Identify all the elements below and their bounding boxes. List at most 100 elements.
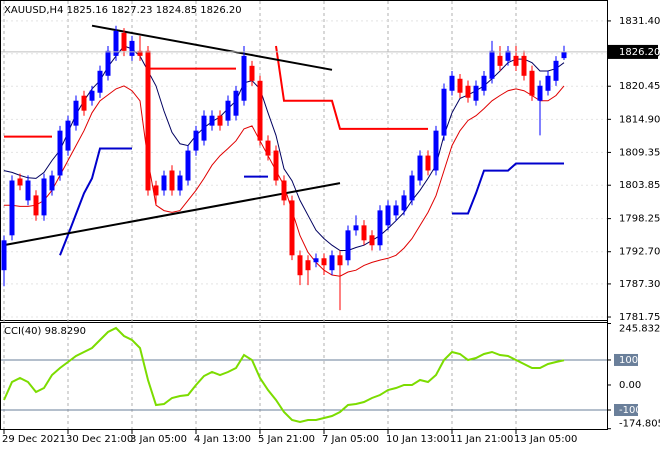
y-tick-label: 1787.30 [619, 279, 660, 290]
high-label: 1827.23 [111, 5, 152, 16]
candle-body [97, 70, 103, 93]
candle-body [369, 235, 375, 246]
candle-body [537, 85, 543, 101]
candle-body [433, 130, 439, 171]
candle-body [409, 175, 415, 201]
y-tick-label: 1831.40 [619, 16, 660, 27]
header: XAUUSD,H4 1825.16 1827.23 1824.85 1826.2… [4, 5, 242, 16]
candle-body [1, 240, 7, 271]
candle-body [57, 130, 63, 176]
y-tick-label: 1814.90 [619, 114, 660, 125]
y-tick-label: 100 [619, 355, 638, 366]
candle-body [505, 50, 511, 61]
candle-body [249, 65, 255, 81]
candle-body [113, 30, 119, 56]
candle-body [33, 195, 39, 216]
candle-body [9, 180, 15, 236]
overlay-line [4, 45, 428, 138]
candle-body [169, 170, 175, 191]
candle-body [329, 255, 335, 271]
x-tick-label: 5 Jan 21:00 [258, 434, 315, 445]
candle-body [265, 140, 271, 156]
candle-body [241, 55, 247, 101]
candle-body [289, 200, 295, 256]
candle-body [177, 175, 183, 191]
candle-body [41, 178, 47, 216]
candle-body [321, 258, 327, 266]
cci-header: CCI(40) 98.8290 [4, 326, 86, 337]
level-tag [614, 403, 638, 416]
price-tag [608, 44, 658, 59]
x-tick-label: 10 Jan 13:00 [386, 434, 449, 445]
candle-body [233, 90, 239, 116]
level-tag [614, 353, 638, 366]
candle-body [89, 90, 95, 101]
candle-body [209, 115, 215, 126]
candle-body [185, 150, 191, 181]
x-tick-label: 30 Dec 21:00 [66, 434, 133, 445]
candle-body [417, 155, 423, 181]
x-tick-label: 3 Jan 05:00 [130, 434, 187, 445]
y-tick-label: 1792.70 [619, 247, 660, 258]
overlay-line [59, 147, 564, 256]
candle-body [129, 40, 135, 56]
y-tick-label: 1820.45 [619, 81, 660, 92]
candle-body [281, 180, 287, 201]
y-tick-label: 1803.85 [619, 180, 660, 191]
candle-body [521, 55, 527, 76]
candle-body [497, 55, 503, 66]
cci-value: 98.8290 [45, 326, 86, 337]
candle-body [257, 80, 263, 141]
candle-body [137, 50, 143, 56]
candle-body [489, 50, 495, 79]
candle-body [201, 115, 207, 141]
y-tick-label: 1809.35 [619, 147, 660, 158]
candle-body [313, 258, 319, 263]
candle-body [449, 75, 455, 91]
y-tick-label: 245.8329 [619, 324, 660, 335]
candle-body [121, 32, 127, 51]
candle-body [545, 75, 551, 91]
candle-body [273, 150, 279, 181]
candle-body [17, 178, 23, 186]
candle-body [513, 55, 519, 66]
candle-body [297, 255, 303, 276]
candle-body [193, 130, 199, 151]
candle-body [465, 85, 471, 98]
candle-body [345, 230, 351, 261]
symbol: XAUUSD,H4 [4, 5, 63, 16]
y-tick-label: 0.00 [619, 380, 641, 391]
candle-body [425, 155, 431, 171]
candle-body [49, 175, 55, 191]
candle-body [385, 205, 391, 226]
candle-body [105, 50, 111, 76]
candle-body [457, 78, 463, 93]
close-label: 1826.20 [200, 5, 241, 16]
x-tick-label: 29 Dec 2021 [2, 434, 66, 445]
candle-body [553, 60, 559, 81]
low-label: 1824.85 [156, 5, 197, 16]
candle-body [473, 85, 479, 101]
candle-body [401, 195, 407, 211]
candle-body [81, 95, 87, 111]
trend-line [91, 24, 333, 71]
candle-body [153, 185, 159, 196]
candle-body [217, 115, 223, 126]
candle-body [561, 51, 567, 59]
x-tick-label: 13 Jan 05:00 [514, 434, 577, 445]
candle-body [353, 225, 359, 231]
x-tick-label: 11 Jan 21:00 [450, 434, 513, 445]
y-tick-label: -100 [619, 405, 642, 416]
y-tick-label: 1798.25 [619, 214, 660, 225]
candle-body [145, 50, 151, 191]
candle-body [481, 75, 487, 91]
cci-panel [0, 322, 608, 430]
candle-body [65, 120, 71, 151]
candle-body [337, 255, 343, 266]
candle-body [393, 205, 399, 216]
candle-body [529, 70, 535, 96]
candle-body [161, 175, 167, 191]
candle-body [361, 225, 367, 241]
price-tag-label: 1826.20 [619, 47, 660, 58]
